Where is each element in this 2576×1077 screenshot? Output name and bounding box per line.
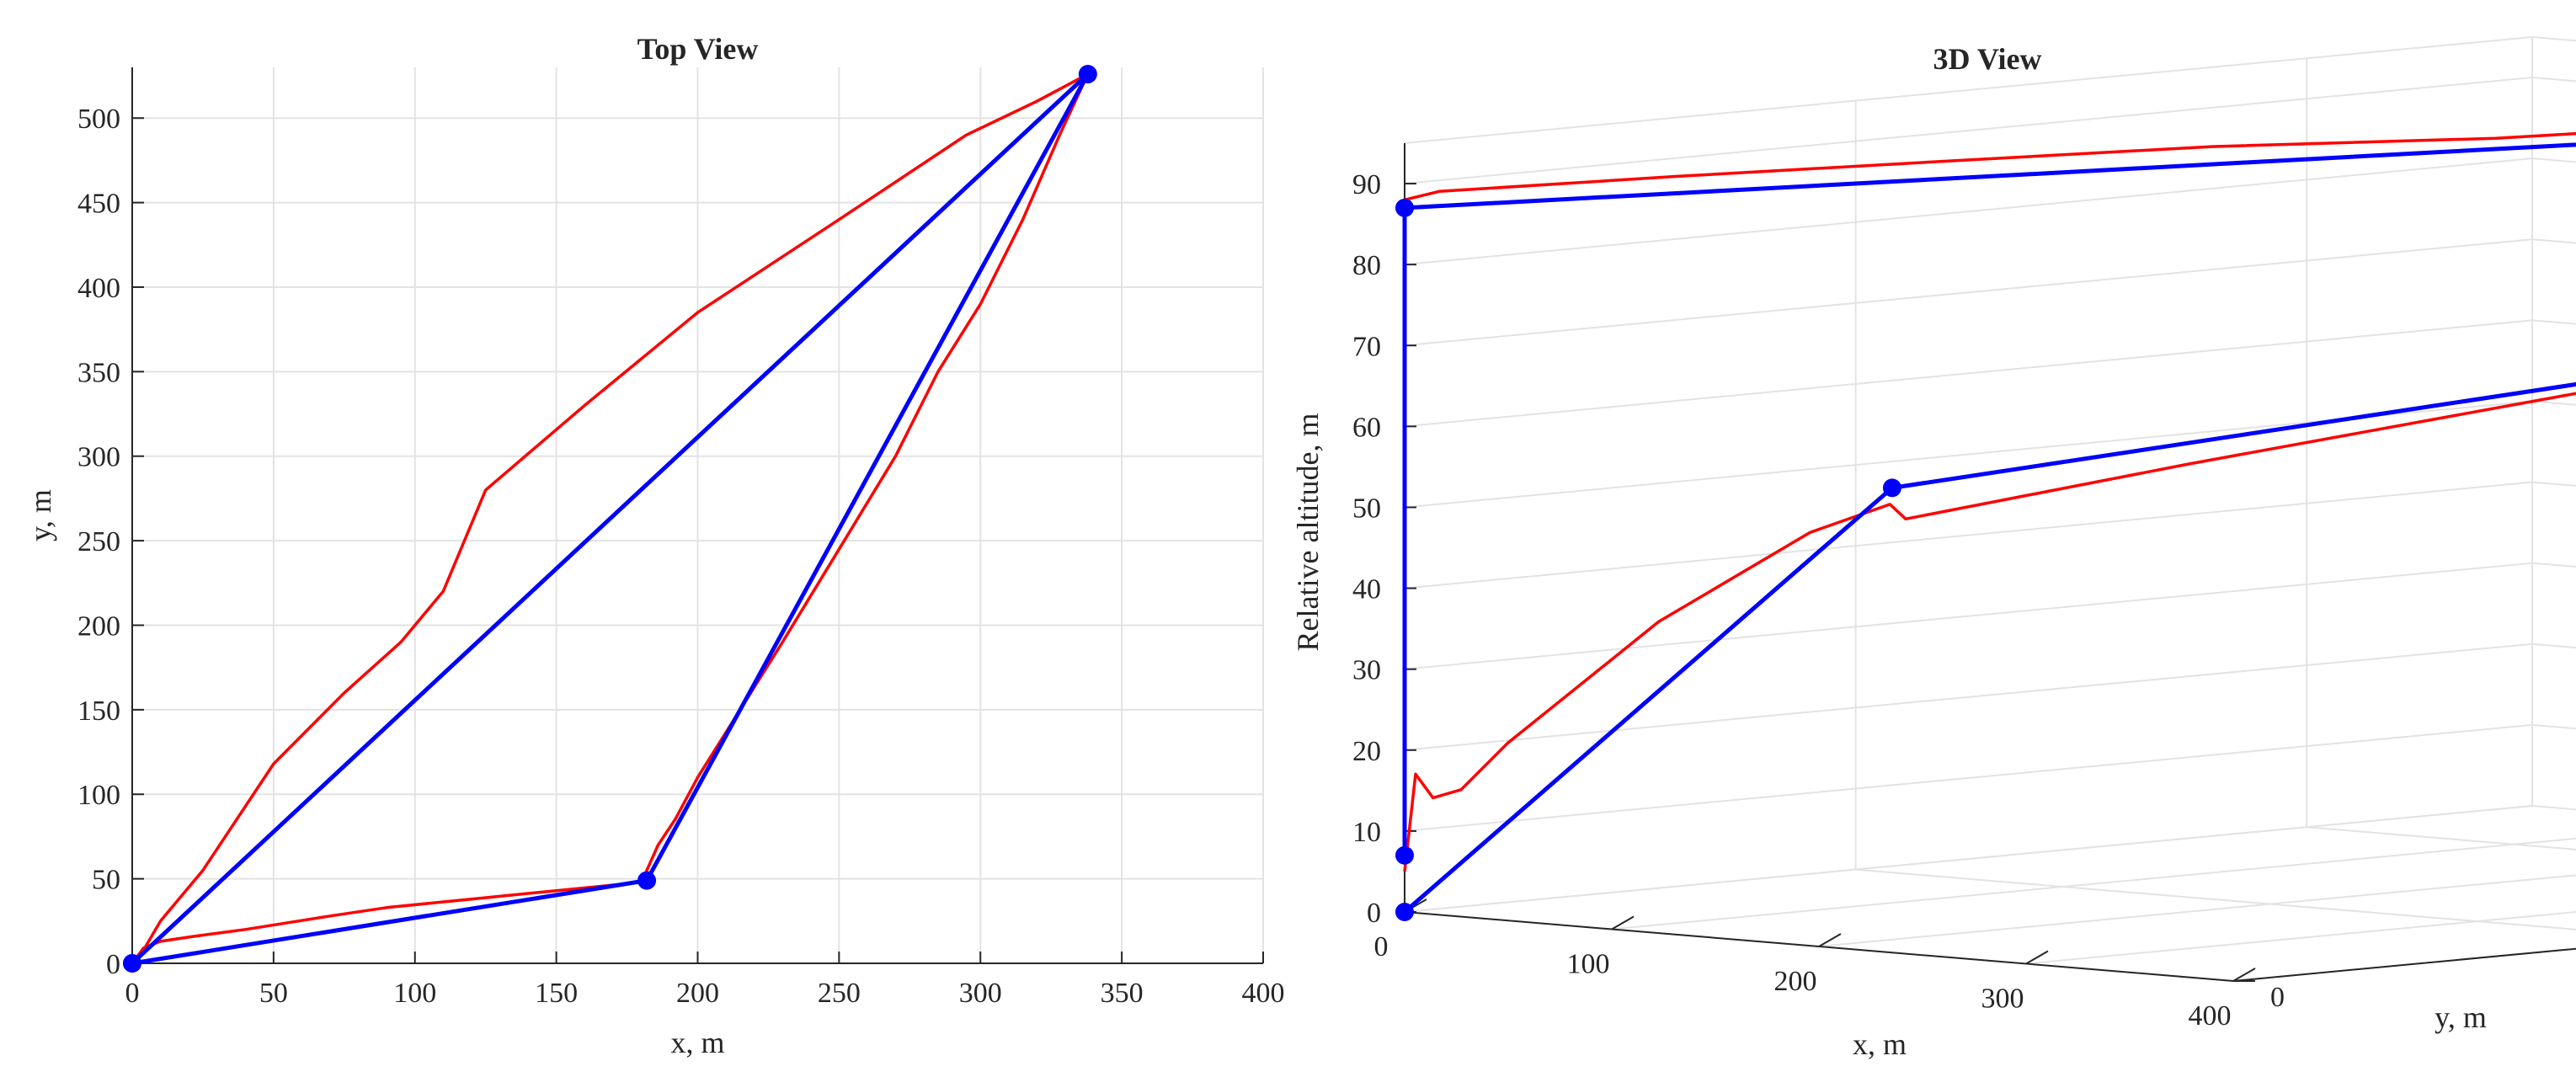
3d-view-floor-gridline <box>1611 837 2576 930</box>
top-view-series <box>123 65 1097 973</box>
3d-view-x-axis-label: x, m <box>1853 1027 1907 1061</box>
top-view-y-tick-label: 400 <box>77 273 120 304</box>
3d-view-x-tick-label: 300 <box>1981 984 2024 1015</box>
3d-view-planned-path-line <box>1402 142 2576 914</box>
top-view-y-tick-label: 250 <box>77 526 120 557</box>
3d-view-axes: 3D View 01002003004000200400010203040506… <box>1291 36 2576 1061</box>
3d-view-z-tick-label: 40 <box>1352 574 1381 605</box>
3d-view-side-wall-gridline <box>1404 562 2533 670</box>
top-view-y-tick-label: 0 <box>106 949 120 980</box>
3d-view-x-tick-label: 0 <box>1374 931 1389 962</box>
3d-view-z-tick-label: 80 <box>1352 250 1381 281</box>
3d-view-z-tick-label: 30 <box>1352 655 1381 686</box>
3d-view-z-tick-label: 50 <box>1352 493 1381 524</box>
3d-view-box-edge <box>1404 36 2533 144</box>
top-view-waypoint-marker <box>1078 65 1097 84</box>
3d-view-x-tick-mark <box>2025 950 2049 965</box>
3d-view-side-wall-gridline <box>1404 481 2533 589</box>
top-view-x-tick-label: 250 <box>818 978 861 1009</box>
3d-view-title: 3D View <box>1933 42 2042 76</box>
3d-view-z-tick-label: 70 <box>1352 331 1381 362</box>
top-view-x-axis-label: x, m <box>670 1026 724 1059</box>
3d-view-waypoint-marker <box>1395 198 1414 217</box>
3d-view-y-axis-line <box>2232 947 2576 982</box>
3d-view-side-wall-gridline <box>1404 723 2533 832</box>
top-view-y-tick-label: 300 <box>77 442 120 473</box>
3d-view-floor-gridline <box>2307 826 2576 850</box>
top-view-y-tick-labels: 0 50 100 150 200 250 300 350 400 450 500 <box>77 104 120 980</box>
top-view-x-tick-label: 50 <box>259 978 288 1009</box>
top-view-waypoint-marker <box>123 954 141 973</box>
top-view-planned-path-line <box>131 72 1091 966</box>
3d-view-x-tick-mark <box>2232 968 2256 982</box>
3d-view-x-tick-label: 200 <box>1774 966 1817 997</box>
3d-view-z-tick-label: 20 <box>1352 736 1381 767</box>
top-view-x-tick-label: 400 <box>1242 978 1285 1009</box>
top-view-actual-path-line <box>131 72 1090 965</box>
3d-view-side-wall-gridline <box>1404 319 2533 428</box>
top-view-y-tick-label: 150 <box>77 696 120 727</box>
top-view-y-tick-label: 500 <box>77 104 120 135</box>
top-view-x-tick-label: 0 <box>125 978 140 1009</box>
top-view-x-tick-label: 300 <box>959 978 1002 1009</box>
3d-view-z-tick-label: 90 <box>1352 169 1381 200</box>
3d-view-side-wall-gridline <box>1404 805 2533 913</box>
3d-view-z-tick-label: 0 <box>1367 898 1381 929</box>
3d-view-side-wall-gridline <box>1404 238 2533 347</box>
3d-view-z-tick-label: 10 <box>1352 817 1381 848</box>
top-view-y-tick-label: 350 <box>77 357 120 388</box>
3d-view-y-tick-label: 0 <box>2270 982 2285 1013</box>
top-view-x-tick-label: 350 <box>1101 978 1144 1009</box>
3d-view-z-axis-label: Relative altitude, m <box>1291 413 1325 652</box>
top-view-x-tick-label: 100 <box>393 978 436 1009</box>
top-view-y-tick-label: 200 <box>77 610 120 642</box>
3d-view-floor-gridline <box>1855 868 2576 930</box>
3d-view-x-tick-mark <box>1611 915 1635 930</box>
top-view-x-tick-labels: 0 50 100 150 200 250 300 350 400 <box>125 978 1285 1009</box>
3d-view-x-tick-label: 100 <box>1567 949 1610 980</box>
top-view-waypoint-marker <box>637 871 657 890</box>
top-view-y-tick-label: 450 <box>77 189 120 220</box>
3d-view-z-tick-label: 60 <box>1352 412 1381 443</box>
3d-view-waypoint-marker <box>1395 903 1414 921</box>
top-view-y-axis-label: y, m <box>24 489 57 541</box>
3d-view-x-tick-label: 400 <box>2189 1000 2232 1032</box>
top-view-axis-lines <box>131 67 1264 964</box>
top-view-y-tick-label: 50 <box>92 865 120 896</box>
3d-view-side-wall-gridline <box>1404 157 2533 266</box>
3d-view-series <box>1395 131 2576 921</box>
3d-view-waypoint-marker <box>1882 478 1901 498</box>
top-view-x-tick-label: 200 <box>676 978 719 1009</box>
3d-view-actual-path-line <box>1403 131 2576 872</box>
top-view-x-tick-label: 150 <box>535 978 578 1009</box>
3d-view-side-wall-gridline <box>1404 642 2533 751</box>
3d-view-x-tick-mark <box>1818 933 1842 947</box>
3d-view-tick-labels: 010020030040002004000102030405060708090 <box>1352 169 2285 1032</box>
3d-view-floor-gridline <box>1818 874 2576 947</box>
3d-view-y-axis-label: y, m <box>2435 1000 2487 1034</box>
3d-view-side-wall-gridline <box>1404 77 2533 185</box>
3d-view-waypoint-marker <box>1395 845 1414 865</box>
top-view-y-tick-label: 100 <box>77 780 120 811</box>
top-view-axes: Top View 0 50 100 150 200 250 300 350 400 0 50 100… <box>24 32 1285 1059</box>
top-view-title: Top View <box>637 32 759 66</box>
3d-view-floor-gridline <box>2025 911 2576 965</box>
